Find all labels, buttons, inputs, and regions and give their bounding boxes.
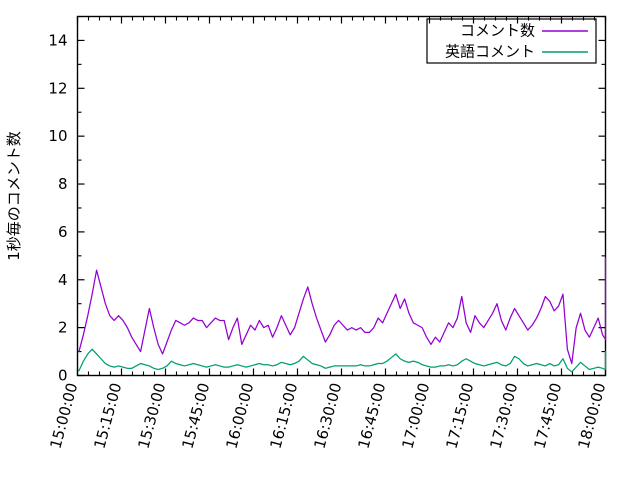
x-axis-ticks: 15:00:00 15:15:00 15:30:00 15:45:00 16:00:00… (47, 16, 610, 451)
y-axis-ticks: 0 2 4 6 8 10 12 14 (48, 15, 606, 385)
x-tick-label: 17:45:00 (531, 381, 566, 451)
x-tick-label: 15:45:00 (179, 381, 214, 451)
x-tick-label: 16:15:00 (267, 381, 302, 451)
legend-label-1: コメント数 (460, 22, 535, 40)
series-line-1 (78, 257, 607, 365)
y-tick-label: 10 (48, 127, 67, 145)
x-tick-label: 17:00:00 (399, 381, 434, 451)
y-tick-label: 4 (58, 271, 68, 289)
x-tick-label: 16:30:00 (311, 381, 346, 451)
x-tick-label: 16:45:00 (355, 381, 390, 451)
x-tick-label: 15:00:00 (47, 381, 82, 451)
x-tick-label: 15:15:00 (91, 381, 126, 451)
y-tick-label: 14 (48, 31, 67, 49)
data-series-group (78, 257, 607, 373)
x-tick-label: 16:00:00 (223, 381, 258, 451)
y-tick-label: 6 (58, 223, 68, 241)
y-axis-title-text: 1秒毎のコメント数 (5, 131, 23, 261)
x-tick-label: 17:30:00 (487, 381, 522, 451)
y-tick-label: 0 (58, 367, 68, 385)
x-tick-label: 15:30:00 (135, 381, 170, 451)
y-axis-title: 1秒毎のコメント数 (5, 131, 23, 261)
y-tick-label: 12 (48, 79, 67, 97)
y-tick-label: 8 (58, 175, 68, 193)
y-tick-label: 2 (58, 319, 68, 337)
series-line-2 (78, 348, 607, 373)
x-tick-label: 17:15:00 (443, 381, 478, 451)
plot-frame (76, 15, 607, 377)
x-tick-label: 18:00:00 (575, 381, 610, 451)
legend-label-2: 英語コメント (445, 43, 535, 61)
